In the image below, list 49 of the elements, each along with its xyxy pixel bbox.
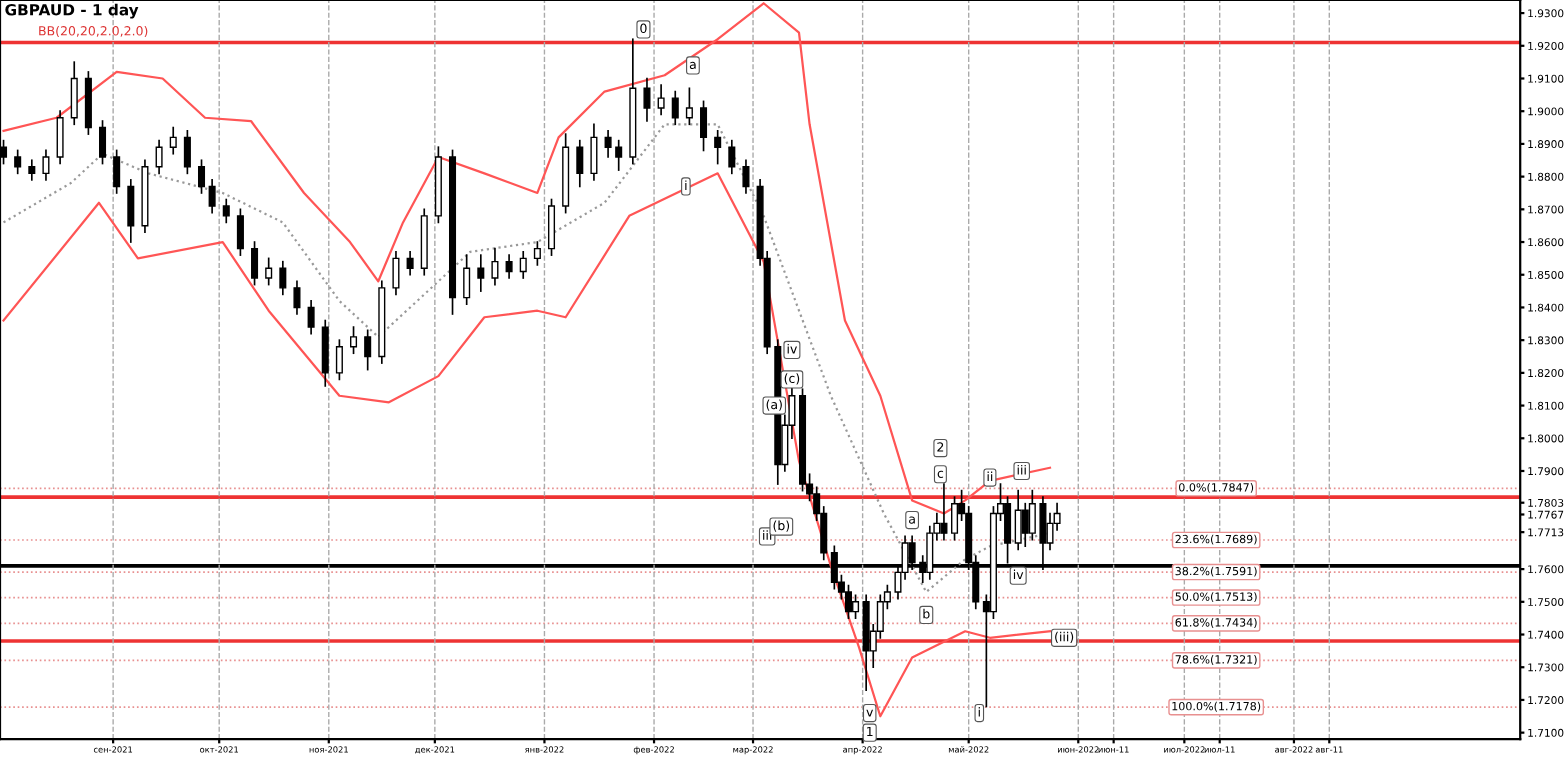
candlestick bbox=[852, 594, 860, 620]
candlestick bbox=[1021, 502, 1029, 548]
candlestick bbox=[183, 129, 191, 175]
candlestick bbox=[99, 120, 107, 165]
line-series bbox=[2, 2, 1052, 515]
candlestick bbox=[28, 159, 36, 181]
candlestick bbox=[56, 110, 64, 165]
candlestick bbox=[293, 280, 301, 315]
candlestick bbox=[222, 198, 230, 224]
candlestick bbox=[643, 77, 651, 122]
candlestick bbox=[1014, 489, 1022, 551]
candlestick bbox=[491, 247, 499, 286]
candlestick bbox=[671, 90, 679, 126]
candlestick bbox=[728, 139, 736, 175]
candlestick bbox=[113, 149, 121, 194]
candlestick bbox=[477, 254, 485, 292]
candlestick bbox=[505, 254, 513, 279]
candlestick bbox=[42, 149, 50, 181]
candlestick bbox=[406, 251, 414, 276]
candlestick bbox=[742, 159, 750, 194]
candlestick bbox=[236, 208, 244, 256]
candlestick bbox=[321, 319, 329, 387]
candlestick bbox=[576, 139, 584, 188]
candlestick bbox=[265, 257, 273, 286]
candlestick bbox=[70, 61, 78, 126]
candlestick bbox=[940, 483, 948, 541]
candlestick bbox=[657, 84, 665, 116]
candlestick bbox=[307, 300, 315, 335]
candlestick bbox=[547, 198, 556, 256]
candlestick bbox=[14, 149, 22, 175]
candlestick bbox=[279, 260, 287, 296]
candlestick bbox=[251, 241, 259, 286]
candlestick bbox=[533, 241, 541, 266]
candlestick bbox=[685, 87, 693, 126]
candlestick bbox=[197, 159, 206, 194]
candlestick bbox=[951, 496, 959, 541]
candlestick bbox=[700, 100, 708, 152]
candlestick bbox=[392, 251, 400, 296]
candlestick bbox=[714, 129, 722, 165]
candlestick bbox=[463, 254, 471, 306]
candlestick bbox=[590, 123, 598, 181]
candlestick bbox=[350, 326, 358, 355]
candlestick bbox=[208, 179, 216, 214]
candlestick bbox=[127, 179, 135, 243]
candlestick bbox=[364, 329, 372, 371]
candlestick bbox=[519, 251, 527, 279]
candlestick bbox=[155, 139, 163, 175]
candlestick bbox=[169, 126, 177, 155]
candlestick bbox=[335, 339, 343, 381]
